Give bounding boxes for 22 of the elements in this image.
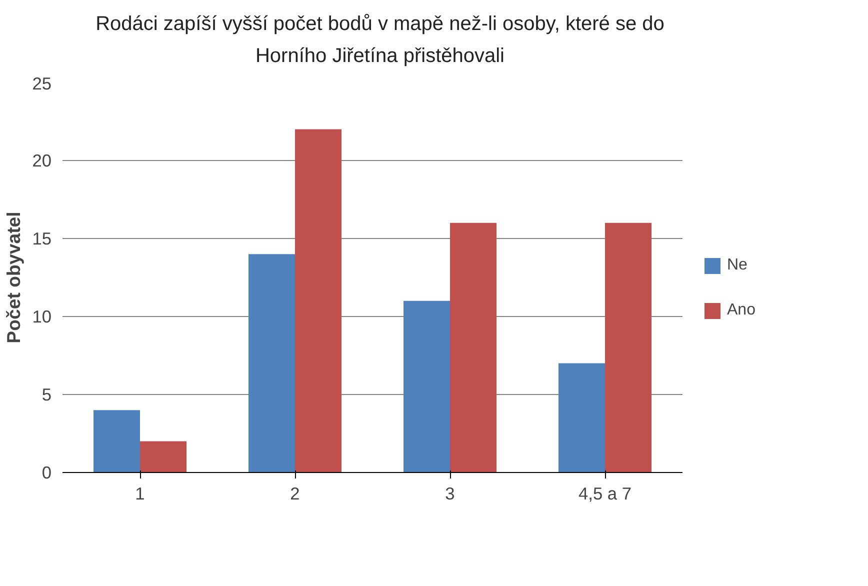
x-tick-label: 4,5 a 7	[578, 484, 632, 504]
x-tick-label: 1	[135, 484, 145, 504]
y-tick-label: 25	[32, 74, 52, 94]
legend-label: Ano	[727, 301, 756, 319]
x-tick-label: 3	[445, 484, 455, 504]
bar	[295, 129, 342, 472]
y-axis-title: Počet obyvatel	[3, 212, 24, 344]
y-tick-label: 20	[32, 150, 52, 170]
chart-title: Rodáci zapíší vyšší počet bodů v mapě než-li osoby, které se do Horního Jiřetína přistěhovali	[94, 12, 666, 69]
y-tick-label: 0	[42, 462, 52, 482]
bar	[248, 254, 295, 472]
y-tick-label: 5	[42, 384, 52, 404]
bar	[558, 363, 605, 472]
legend-label: Ne	[727, 256, 748, 274]
y-tick-label: 10	[32, 306, 52, 326]
bar	[605, 222, 652, 472]
bar	[94, 410, 140, 472]
y-tick-label: 15	[32, 228, 52, 248]
x-tick-label: 2	[290, 484, 300, 504]
bar	[404, 300, 450, 472]
bar	[450, 222, 496, 472]
bar	[140, 441, 186, 472]
